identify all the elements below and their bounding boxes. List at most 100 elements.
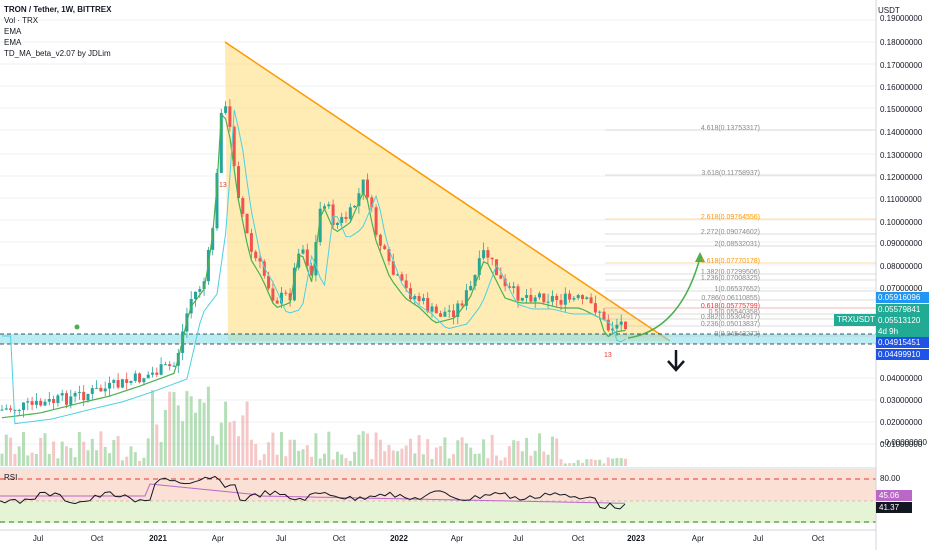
td-count-label: 13 — [604, 352, 612, 359]
candle — [327, 204, 331, 207]
fib-level-label: 2(0.08532031) — [714, 241, 760, 248]
volume-bar — [155, 424, 159, 466]
fib-level-label: 1.236(0.07008325) — [700, 275, 760, 282]
volume-bar — [460, 437, 464, 466]
price-tick-label: 0.14000000 — [880, 128, 923, 137]
bar-countdown-tag: 4d 9h — [876, 326, 929, 337]
volume-bar — [550, 436, 554, 466]
candle — [555, 295, 559, 301]
price-tick-label: 0.07000000 — [880, 284, 923, 293]
price-tick-label: 0.12000000 — [880, 173, 923, 182]
candle — [241, 198, 245, 214]
candle — [138, 373, 142, 383]
candle — [284, 292, 288, 294]
volume-bar — [624, 458, 627, 466]
volume-bar — [619, 458, 623, 466]
ema-indicator-label[interactable]: EMA — [4, 38, 22, 47]
volume-bar — [464, 443, 468, 466]
volume-bar — [4, 434, 8, 466]
candle — [490, 257, 494, 260]
volume-bar — [34, 454, 38, 466]
candle — [224, 106, 228, 113]
volume-bar — [559, 459, 563, 466]
volume-bar — [503, 457, 507, 466]
candle — [155, 372, 159, 375]
candle — [430, 306, 434, 312]
volume-bar — [374, 432, 378, 466]
bullish-projection-arrow — [627, 257, 701, 339]
volume-bar — [292, 439, 296, 466]
candle — [396, 274, 400, 276]
fib-level-label: 4.618(0.13753317) — [700, 125, 760, 132]
candle — [340, 216, 344, 223]
volume-bar — [353, 451, 357, 466]
candle — [275, 300, 279, 304]
candle — [499, 275, 503, 279]
volume-indicator-label[interactable]: Vol · TRX — [4, 16, 39, 25]
candle — [146, 374, 150, 379]
price-unit-label: USDT — [878, 6, 900, 15]
fib-level-label: 0.5(0.05540358) — [708, 309, 760, 316]
volume-bar — [323, 453, 326, 466]
volume-bar — [593, 459, 597, 466]
current-price-tag: 0.05513120 — [876, 315, 929, 326]
fib-level-label: 0.382(0.05304917) — [700, 314, 760, 321]
candle — [232, 126, 236, 167]
volume-bar — [138, 460, 142, 466]
candle — [495, 259, 498, 276]
price-tick-label: 0.17000000 — [880, 61, 923, 70]
volume-bar — [469, 447, 473, 466]
volume-bar — [198, 399, 202, 466]
candle — [198, 289, 202, 292]
price-tick-label: 0.13000000 — [880, 151, 923, 160]
volume-bar — [245, 401, 249, 466]
volume-bar — [538, 433, 541, 466]
candle — [391, 261, 395, 275]
volume-bar — [400, 448, 404, 466]
volume-bar — [542, 451, 546, 466]
symbol-title[interactable]: TRON / Tether, 1W, BITTREX — [4, 5, 112, 14]
candle — [426, 297, 430, 312]
volume-bar — [77, 431, 81, 466]
ema-indicator-label[interactable]: EMA — [4, 27, 22, 36]
volume-bar — [112, 440, 116, 466]
rsi-level-label: 80.00 — [880, 474, 901, 483]
volume-bar — [366, 433, 369, 466]
volume-bar — [168, 391, 172, 466]
candle — [82, 391, 86, 401]
volume-bar — [378, 439, 382, 466]
candle — [211, 228, 215, 250]
volume-bar — [163, 409, 167, 466]
candle — [172, 365, 176, 367]
support-zone — [0, 334, 876, 344]
candle — [335, 222, 339, 226]
candle — [563, 293, 567, 305]
volume-bar — [589, 459, 593, 466]
volume-bar — [73, 457, 77, 466]
candle — [383, 245, 387, 250]
candle — [116, 380, 120, 388]
candle — [133, 373, 137, 381]
candle — [512, 286, 516, 289]
rsi-label[interactable]: RSI — [4, 473, 18, 482]
price-tag: 0.05579841 — [876, 304, 929, 315]
price-tick-label: 0.10000000 — [880, 218, 923, 227]
candle — [318, 208, 322, 243]
volume-bar — [254, 444, 258, 466]
td-ma-indicator-label[interactable]: TD_MA_beta_v2.07 by JDLim — [4, 49, 111, 58]
volume-bar — [507, 446, 511, 466]
candle — [598, 311, 602, 313]
volume-bar — [26, 455, 30, 466]
candle — [404, 280, 408, 289]
candle — [202, 281, 206, 290]
volume-bar — [606, 457, 610, 466]
candle — [112, 380, 116, 383]
volume-bar — [172, 392, 176, 466]
candle — [434, 306, 438, 314]
volume-bar — [82, 441, 86, 466]
candle — [589, 297, 593, 304]
price-tick-label: 0.08000000 — [880, 262, 923, 271]
time-tick-label: Oct — [571, 534, 585, 543]
volume-bar — [241, 415, 245, 466]
